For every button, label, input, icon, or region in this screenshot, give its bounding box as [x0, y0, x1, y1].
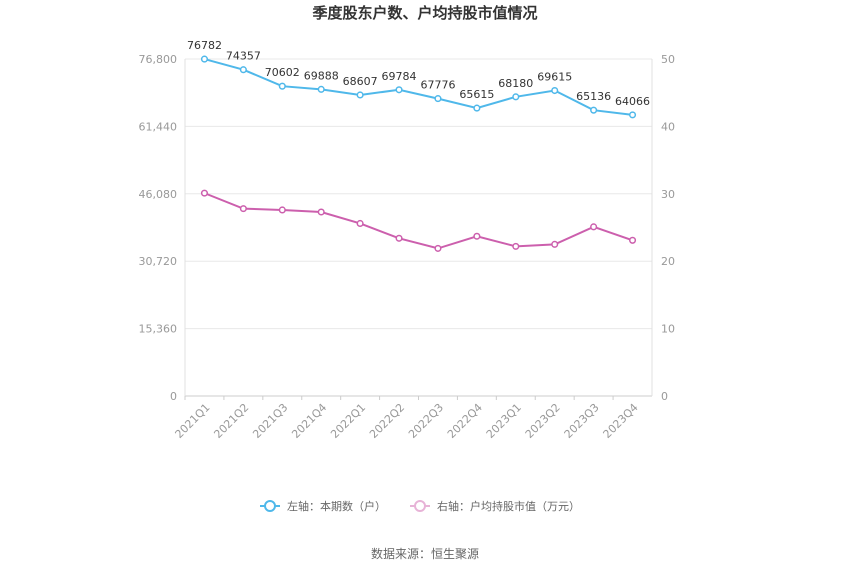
- x-tick-label: 2023Q2: [523, 401, 563, 441]
- data-source: 数据来源：恒生聚源: [370, 547, 479, 561]
- data-point: [590, 223, 598, 231]
- legend-item-1[interactable]: 左轴：本期数（户）: [260, 499, 386, 513]
- x-tick-label: 2022Q2: [367, 401, 407, 441]
- data-point: [200, 55, 209, 63]
- x-tick-label: 2021Q3: [250, 401, 290, 441]
- data-point: [628, 236, 637, 244]
- data-point: [434, 95, 442, 103]
- legend-label: 左轴：本期数（户）: [287, 499, 386, 513]
- x-tick-label: 2022Q3: [406, 401, 446, 441]
- data-point: [628, 111, 637, 119]
- data-point: [473, 232, 481, 240]
- left-tick-label: 0: [170, 390, 177, 403]
- data-point: [239, 66, 247, 74]
- x-tick-label: 2022Q1: [328, 401, 368, 441]
- right-axis: 0 10 20 30 40 50: [661, 53, 675, 403]
- right-tick-label: 0: [661, 390, 668, 403]
- left-axis: 0 15,360 30,720 46,080 61,440 76,800: [139, 53, 178, 403]
- data-label: 70602: [265, 66, 300, 79]
- data-label: 74357: [226, 50, 261, 63]
- data-label: 69784: [382, 70, 417, 83]
- data-label: 65136: [576, 90, 611, 103]
- data-point: [200, 189, 209, 197]
- data-point: [356, 91, 364, 99]
- legend-label: 右轴：户均持股市值（万元）: [437, 499, 580, 513]
- x-axis: 2021Q12021Q22021Q32021Q42022Q12022Q22022…: [173, 396, 641, 441]
- right-tick-label: 30: [661, 188, 675, 201]
- data-point: [551, 240, 559, 248]
- x-tick-label: 2023Q1: [484, 401, 524, 441]
- series-2: [200, 189, 637, 252]
- x-tick-label: 2021Q1: [173, 401, 213, 441]
- data-label: 64066: [615, 95, 650, 108]
- x-tick-label: 2023Q3: [562, 401, 602, 441]
- data-point: [278, 206, 286, 214]
- data-label: 69888: [304, 69, 339, 82]
- left-tick-label: 76,800: [139, 53, 178, 66]
- data-point: [395, 234, 403, 242]
- data-point: [512, 242, 520, 250]
- data-label: 68180: [498, 77, 533, 90]
- data-point: [590, 106, 598, 114]
- data-point: [473, 104, 481, 112]
- data-point: [317, 208, 325, 216]
- data-point: [278, 82, 286, 90]
- data-point: [356, 219, 364, 228]
- left-tick-label: 30,720: [139, 255, 178, 268]
- x-tick-label: 2021Q4: [289, 401, 329, 441]
- data-point: [395, 86, 403, 94]
- data-point: [512, 93, 520, 101]
- left-tick-label: 15,360: [139, 323, 178, 336]
- legend[interactable]: 左轴：本期数（户） 右轴：户均持股市值（万元）: [260, 499, 580, 513]
- grid: [184, 58, 653, 397]
- legend-marker: [414, 500, 426, 512]
- right-tick-label: 50: [661, 53, 675, 66]
- series-line: [204, 58, 633, 116]
- chart-title: 季度股东户数、户均持股市值情况: [312, 4, 537, 22]
- data-label: 76782: [187, 39, 222, 52]
- data-label: 65615: [459, 88, 494, 101]
- data-label: 69615: [537, 71, 572, 84]
- legend-marker: [264, 500, 276, 512]
- data-point: [434, 244, 442, 252]
- x-tick-label: 2023Q4: [601, 401, 641, 441]
- series-line: [204, 192, 633, 250]
- left-tick-label: 61,440: [139, 120, 178, 133]
- data-label: 68607: [343, 75, 378, 88]
- right-tick-label: 20: [661, 255, 675, 268]
- right-tick-label: 10: [661, 323, 675, 336]
- legend-item-2[interactable]: 右轴：户均持股市值（万元）: [410, 499, 580, 513]
- data-label: 67776: [420, 79, 455, 92]
- data-point: [317, 85, 325, 93]
- left-tick-label: 46,080: [139, 188, 178, 201]
- data-point: [551, 86, 559, 95]
- data-point: [239, 205, 247, 213]
- x-tick-label: 2021Q2: [211, 401, 251, 441]
- x-tick-label: 2022Q4: [445, 401, 485, 441]
- right-tick-label: 40: [661, 120, 675, 133]
